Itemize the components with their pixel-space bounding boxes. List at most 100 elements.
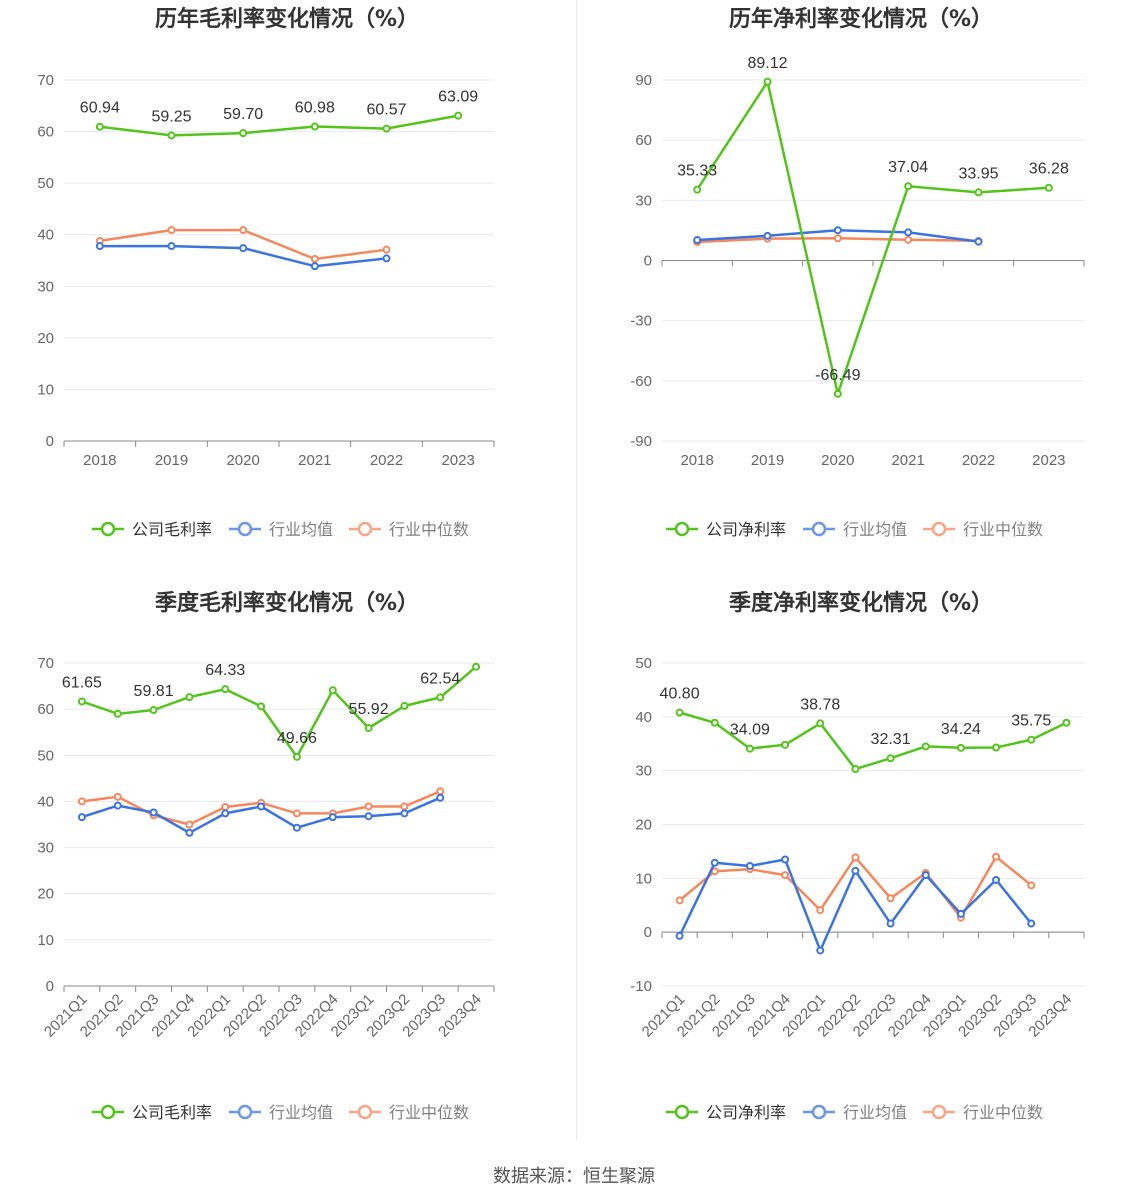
legend-item-company: 公司毛利率 (92, 521, 212, 539)
data-point-company (763, 77, 772, 86)
legend-marker (811, 521, 827, 537)
data-point-avg (221, 809, 230, 818)
data-point-avg (904, 228, 913, 237)
data-label: 37.04 (888, 159, 928, 176)
x-tick-label: 2018 (680, 452, 713, 469)
data-point-median (833, 234, 842, 243)
data-point-median (239, 226, 248, 235)
legend-item-avg: 行业均值 (803, 1104, 907, 1122)
data-point-median (77, 797, 86, 806)
data-label: 63.09 (438, 89, 478, 106)
data-point-company (239, 129, 248, 138)
data-label: 40.80 (660, 686, 700, 703)
data-point-company (257, 702, 266, 711)
y-tick-label: -60 (630, 373, 652, 390)
data-point-avg (921, 871, 930, 880)
series-line-company (696, 80, 1049, 396)
y-tick-label: 60 (37, 701, 54, 718)
data-label: 61.65 (62, 675, 102, 692)
data-point-median (1027, 881, 1036, 890)
data-point-median (310, 254, 319, 263)
legend-item-company: 公司净利率 (666, 521, 786, 539)
data-point-company (693, 185, 702, 194)
data-label: 34.09 (730, 722, 770, 739)
data-label: 60.57 (366, 102, 406, 119)
data-point-company (833, 389, 842, 398)
data-label: 64.33 (205, 662, 245, 679)
data-point-avg (886, 919, 895, 928)
legend-marker (100, 521, 116, 537)
legend-marker (237, 521, 253, 537)
data-point-company (364, 723, 373, 732)
chart-title: 历年净利率变化情况（%） (729, 6, 993, 32)
chart-annual-net-margin: 历年净利率变化情况（%） -90 -60 -30 0 30 60 90 2018 2019 2020… (574, 0, 1148, 582)
y-tick-label: -30 (630, 313, 652, 330)
legend-label: 行业中位数 (963, 1104, 1043, 1122)
data-label: -66.49 (815, 367, 860, 384)
data-point-company (149, 706, 158, 715)
legend-item-median: 行业中位数 (349, 521, 469, 539)
y-tick-label: 40 (37, 793, 54, 810)
data-point-avg (1027, 919, 1036, 928)
data-point-company (992, 743, 1001, 752)
legend-item-median: 行业中位数 (349, 1104, 469, 1122)
data-point-company (904, 182, 913, 191)
y-tick-label: 10 (37, 381, 54, 398)
data-point-avg (675, 931, 684, 940)
x-tick-label: 2020 (821, 452, 854, 469)
chart-quarterly-net-margin: 季度净利率变化情况（%） -10 0 10 20 30 40 50 2021Q1 2021Q2 20… (574, 582, 1148, 1164)
data-point-avg (400, 809, 409, 818)
y-tick-label: -90 (630, 433, 652, 450)
data-point-avg (239, 244, 248, 253)
data-label: 55.92 (349, 701, 389, 718)
y-tick-label: 70 (37, 655, 54, 672)
data-point-company (1027, 735, 1036, 744)
x-tick-label: 2022 (962, 452, 995, 469)
data-point-avg (745, 861, 754, 870)
data-label: 33.95 (958, 165, 998, 182)
data-point-median (167, 226, 176, 235)
data-point-median (675, 896, 684, 905)
x-tick-label: 2022 (370, 452, 403, 469)
series-line-company (679, 711, 1067, 771)
data-point-median (400, 802, 409, 811)
legend-marker (237, 1104, 253, 1120)
x-tick-label: 2019 (155, 452, 188, 469)
data-point-company (328, 686, 337, 695)
data-point-median (851, 853, 860, 862)
legend-item-median: 行业中位数 (923, 521, 1043, 539)
data-label: 60.94 (80, 100, 120, 117)
x-tick-label: 2020 (226, 452, 259, 469)
data-point-company (1044, 183, 1053, 192)
annual-net-margin-svg: 历年净利率变化情况（%） -90 -60 -30 0 30 60 90 2018 2019 2020… (630, 6, 1085, 539)
y-tick-label: -10 (630, 978, 652, 995)
data-point-avg (77, 813, 86, 822)
data-point-avg (257, 802, 266, 811)
data-point-avg (382, 254, 391, 263)
data-point-avg (95, 242, 104, 251)
data-point-company (95, 122, 104, 131)
data-point-avg (328, 813, 337, 822)
data-point-median (781, 871, 790, 880)
legend-label: 公司净利率 (706, 521, 786, 539)
data-point-company (1062, 718, 1071, 727)
data-label: 59.25 (151, 108, 191, 125)
data-point-company (292, 752, 301, 761)
x-tick-label: 2019 (751, 452, 784, 469)
legend-label: 公司毛利率 (132, 521, 212, 539)
data-point-avg (693, 236, 702, 245)
y-tick-label: 0 (46, 978, 54, 995)
data-point-company (675, 708, 684, 717)
data-label: 49.66 (277, 730, 317, 747)
y-tick-label: 40 (37, 227, 54, 244)
data-point-avg (310, 262, 319, 271)
y-tick-label: 20 (37, 886, 54, 903)
y-tick-label: 60 (635, 132, 652, 149)
chart-title: 季度毛利率变化情况（%） (155, 590, 419, 616)
legend-label: 公司毛利率 (132, 1104, 212, 1122)
legend-marker (100, 1104, 116, 1120)
legend-item-avg: 行业均值 (803, 521, 907, 539)
data-point-company (472, 662, 481, 671)
data-label: 36.28 (1029, 161, 1069, 178)
legend-label: 行业均值 (843, 521, 907, 539)
